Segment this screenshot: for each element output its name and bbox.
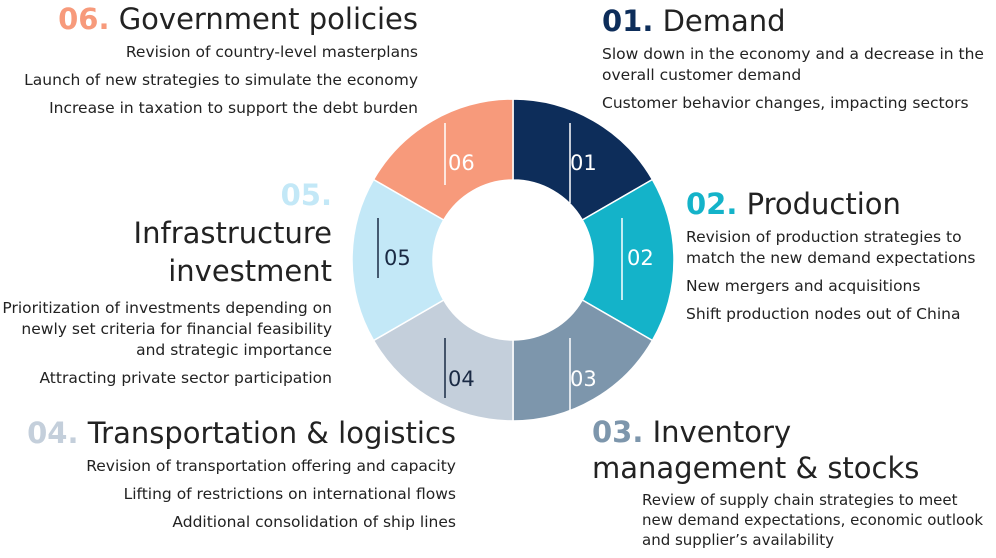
section-demand: 01. Demand Slow down in the economy and … bbox=[602, 4, 994, 121]
section-number: 01. bbox=[602, 4, 654, 38]
section-production: 02. Production Revision of production st… bbox=[686, 187, 992, 332]
bullet-item: Increase in taxation to support the debt… bbox=[49, 99, 418, 117]
section-inventory-management: 03. Inventory management & stocks Review… bbox=[592, 414, 992, 557]
section-heading: Transportation & logistics bbox=[87, 416, 456, 450]
bullet-list: Revision of country-level masterplans La… bbox=[0, 42, 418, 119]
segment-label-01: 01 bbox=[570, 151, 597, 175]
section-title: 03. Inventory management & stocks bbox=[592, 414, 992, 486]
section-title: 04. Transportation & logistics bbox=[0, 416, 456, 450]
bullet-item: Review of supply chain strategies to mee… bbox=[642, 491, 984, 549]
section-number: 03. bbox=[592, 415, 644, 449]
section-infrastructure-investment: 05. Infrastructure investment Prioritiza… bbox=[0, 176, 332, 396]
bullet-item: Revision of country-level masterplans bbox=[125, 43, 418, 61]
section-number: 04. bbox=[27, 416, 79, 450]
section-heading: Demand bbox=[662, 4, 786, 38]
bullet-item: Customer behavior changes, impacting sec… bbox=[602, 94, 969, 112]
section-heading: Infrastructure investment bbox=[133, 216, 332, 288]
ring-segment-06 bbox=[372, 98, 514, 222]
section-number: 06. bbox=[58, 2, 110, 36]
section-heading: Inventory management & stocks bbox=[592, 415, 920, 485]
bullet-item: Additional consolidation of ship lines bbox=[172, 513, 456, 531]
section-title: 05. Infrastructure investment bbox=[82, 176, 332, 290]
section-heading: Production bbox=[746, 187, 901, 221]
bullet-item: New mergers and acquisitions bbox=[686, 277, 921, 295]
bullet-item: Slow down in the economy and a decrease … bbox=[602, 45, 984, 84]
bullet-item: Attracting private sector participation bbox=[39, 369, 332, 387]
bullet-list: Slow down in the economy and a decrease … bbox=[602, 44, 994, 114]
section-government-policies: 06. Government policies Revision of coun… bbox=[0, 2, 418, 126]
section-heading: Government policies bbox=[118, 2, 418, 36]
bullet-list: Revision of transportation offering and … bbox=[0, 456, 456, 533]
section-title: 06. Government policies bbox=[0, 2, 418, 36]
segment-label-05: 05 bbox=[384, 246, 411, 270]
bullet-item: Lifting of restrictions on international… bbox=[123, 485, 456, 503]
segment-label-06: 06 bbox=[448, 151, 475, 175]
bullet-item: Revision of production strategies to mat… bbox=[686, 228, 976, 267]
section-number: 05. bbox=[280, 178, 332, 212]
segment-label-03: 03 bbox=[570, 367, 597, 391]
section-title: 02. Production bbox=[686, 187, 992, 221]
bullet-list: Revision of production strategies to mat… bbox=[686, 227, 992, 325]
bullet-item: Shift production nodes out of China bbox=[686, 305, 961, 323]
section-title: 01. Demand bbox=[602, 4, 994, 38]
bullet-item: Launch of new strategies to simulate the… bbox=[24, 71, 418, 89]
bullet-item: Revision of transportation offering and … bbox=[86, 457, 456, 475]
bullet-item: Prioritization of investments depending … bbox=[2, 299, 332, 359]
bullet-list: Review of supply chain strategies to mee… bbox=[642, 490, 992, 550]
bullet-list: Prioritization of investments depending … bbox=[0, 298, 332, 389]
section-transportation-logistics: 04. Transportation & logistics Revision … bbox=[0, 416, 456, 540]
section-number: 02. bbox=[686, 187, 738, 221]
segment-label-04: 04 bbox=[448, 367, 475, 391]
segment-label-02: 02 bbox=[627, 246, 654, 270]
